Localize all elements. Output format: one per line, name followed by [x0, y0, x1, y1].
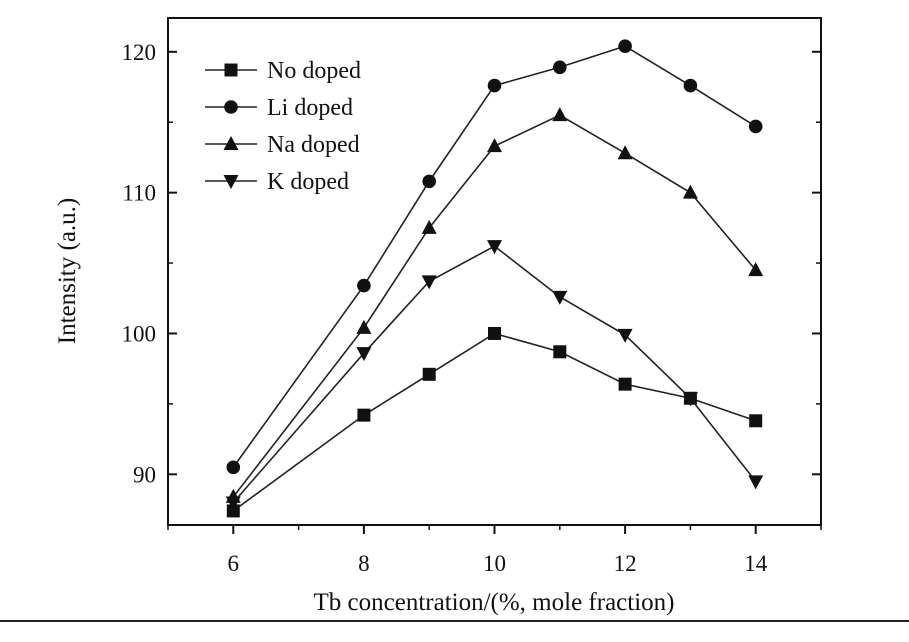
series-line — [232, 45, 757, 468]
legend-item: K doped — [205, 169, 349, 195]
series-line — [232, 332, 756, 512]
data-point — [226, 460, 241, 475]
data-point — [421, 219, 437, 234]
x-axis: 6 8 10 12 14 — [167, 525, 822, 576]
data-point — [748, 262, 764, 277]
data-point — [487, 78, 502, 93]
legend-label: Li doped — [267, 95, 353, 121]
data-point — [356, 347, 372, 362]
series-li-doped — [226, 39, 763, 475]
data-point — [488, 326, 501, 340]
data-point — [357, 278, 371, 293]
legend-label: K doped — [267, 169, 349, 195]
data-point — [226, 504, 240, 518]
data-point — [357, 408, 371, 422]
series-no-doped — [226, 326, 763, 518]
series-na-doped — [225, 107, 764, 503]
series-line — [232, 114, 757, 498]
legend-label: No doped — [267, 58, 361, 84]
legend-marker — [223, 175, 239, 189]
series-layer — [225, 39, 764, 518]
y-tick-label: 90 — [133, 462, 156, 487]
y-tick-label: 120 — [122, 40, 157, 65]
data-point — [487, 240, 502, 255]
legend-marker — [223, 136, 239, 150]
y-tick-label: 100 — [122, 321, 157, 346]
data-point — [552, 290, 568, 305]
legend-label: Na doped — [267, 132, 360, 158]
data-point — [683, 78, 698, 93]
data-point — [618, 39, 632, 53]
data-point — [553, 345, 567, 359]
legend-item: Na doped — [205, 132, 360, 158]
y-axis: 90 100 110 120 — [122, 40, 821, 487]
legend-item: No doped — [205, 58, 361, 84]
x-tick-label: 8 — [358, 551, 370, 576]
data-point — [487, 138, 502, 153]
series-line — [232, 245, 757, 503]
plot-frame — [167, 17, 822, 526]
data-point — [225, 496, 241, 511]
x-tick-label: 6 — [228, 551, 240, 576]
bottom-rule — [0, 620, 909, 622]
data-point — [618, 377, 632, 391]
y-tick-label: 110 — [122, 181, 156, 206]
x-tick-label: 12 — [614, 551, 637, 576]
data-point — [748, 119, 763, 134]
data-point — [749, 414, 763, 428]
data-point — [422, 367, 436, 381]
x-tick-label: 14 — [744, 551, 768, 576]
data-point — [748, 475, 764, 490]
legend-marker — [224, 63, 238, 77]
y-axis-label: Intensity (a.u.) — [54, 198, 81, 344]
legend-item: Li doped — [205, 95, 353, 121]
series-k-doped — [225, 240, 764, 511]
data-point — [552, 107, 568, 122]
data-point — [682, 184, 698, 199]
legend: No doped Li doped Na doped K doped — [205, 58, 361, 195]
data-point — [553, 60, 567, 75]
data-point — [422, 174, 437, 189]
x-tick-label: 10 — [483, 551, 506, 576]
legend-marker — [224, 100, 238, 114]
data-point — [356, 319, 372, 334]
x-axis-label: Tb concentration/(%, mole fraction) — [314, 589, 675, 616]
data-point — [617, 328, 633, 343]
data-point — [617, 145, 633, 160]
data-point — [682, 392, 698, 407]
data-point — [421, 275, 437, 290]
